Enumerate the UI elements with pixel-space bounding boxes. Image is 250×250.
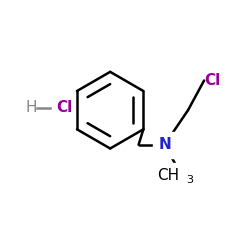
Text: Cl: Cl bbox=[204, 73, 220, 88]
Text: Cl: Cl bbox=[56, 100, 72, 115]
Text: CH: CH bbox=[157, 168, 180, 183]
Text: N: N bbox=[158, 137, 171, 152]
Text: H: H bbox=[25, 100, 37, 115]
Text: 3: 3 bbox=[186, 175, 193, 185]
